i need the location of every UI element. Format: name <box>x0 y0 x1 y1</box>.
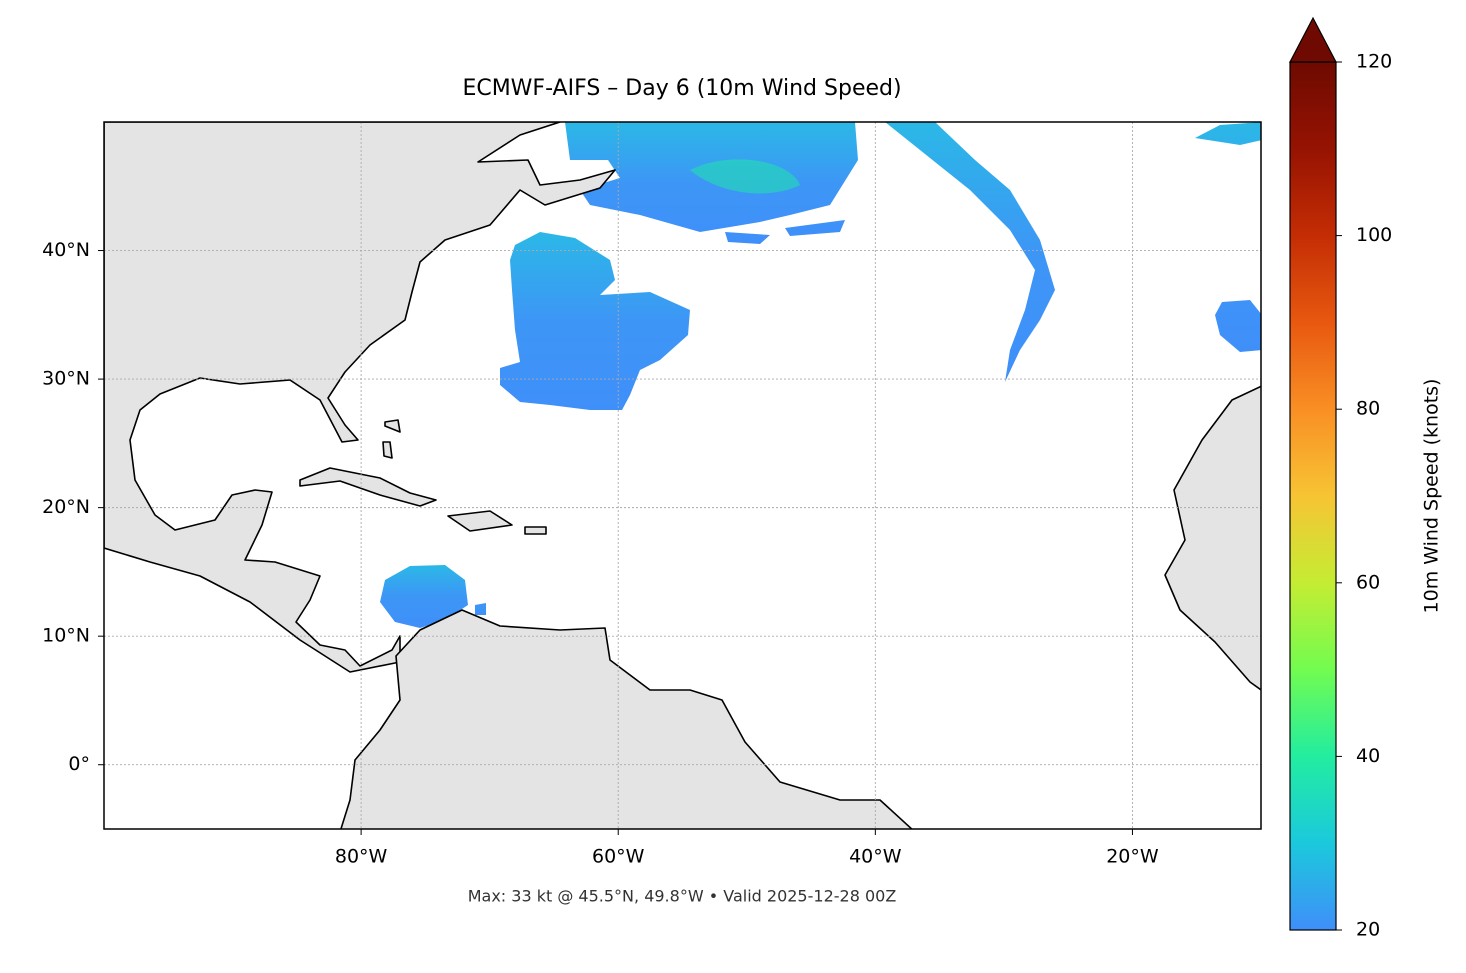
map-frame <box>103 121 1262 830</box>
wind-field <box>380 565 486 628</box>
footnote: Max: 33 kt @ 45.5°N, 49.8°W • Valid 2025… <box>468 887 897 906</box>
x-tick-label: 20°W <box>1106 846 1159 868</box>
y-tick-label: 30°N <box>42 368 90 390</box>
north-america <box>104 122 616 673</box>
wind-field <box>885 122 1055 382</box>
map-title: ECMWF-AIFS – Day 6 (10m Wind Speed) <box>462 76 901 101</box>
colorbar-tick-label: 20 <box>1356 919 1380 941</box>
colorbar-tick-label: 120 <box>1356 51 1392 73</box>
x-tick-label: 80°W <box>335 846 388 868</box>
south-america <box>340 609 913 829</box>
colorbar-extension <box>1289 16 1337 63</box>
colorbar-tick-label: 100 <box>1356 224 1392 246</box>
wind-field <box>1195 122 1261 352</box>
colorbar-label: 10m Wind Speed (knots) <box>1421 379 1443 614</box>
colorbar-tick-label: 80 <box>1356 398 1380 420</box>
colorbar-tick-label: 40 <box>1356 745 1380 767</box>
colorbar-tick-label: 60 <box>1356 571 1380 593</box>
map-area <box>104 122 1261 829</box>
wind-field <box>690 159 800 194</box>
y-tick-label: 10°N <box>42 625 90 647</box>
africa <box>1164 385 1261 691</box>
colorbar <box>1289 61 1337 931</box>
y-tick-label: 0° <box>68 753 90 775</box>
caribbean-islands <box>299 419 547 535</box>
y-tick-label: 40°N <box>42 239 90 261</box>
x-tick-label: 40°W <box>849 846 902 868</box>
wind-field <box>500 232 690 410</box>
y-tick-label: 20°N <box>42 496 90 518</box>
x-tick-label: 60°W <box>592 846 645 868</box>
